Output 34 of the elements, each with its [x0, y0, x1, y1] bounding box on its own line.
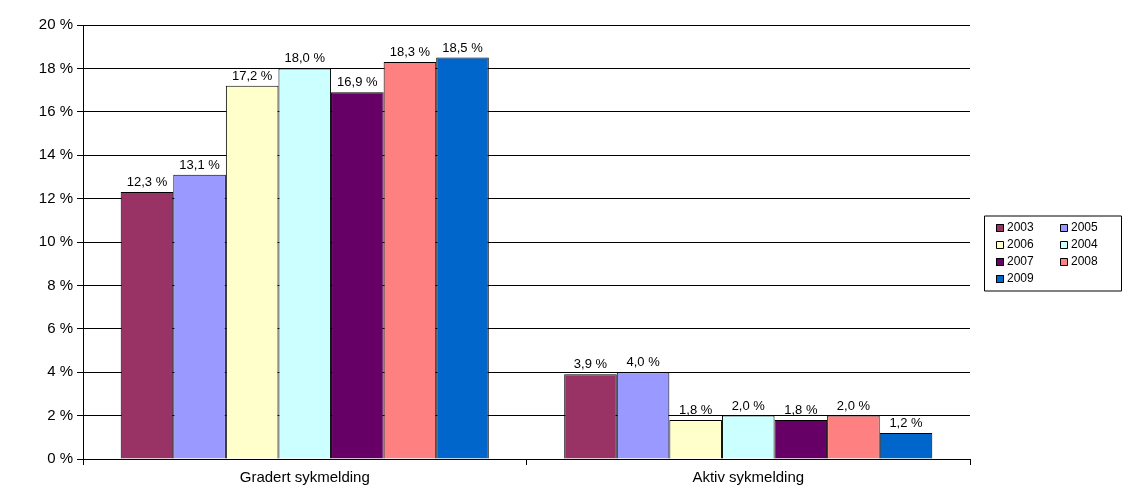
- data-label: 1,2 %: [889, 415, 924, 431]
- y-tick-label: 18 %: [38, 58, 73, 76]
- data-label: 4,0 %: [626, 354, 661, 370]
- data-label: 2,0 %: [731, 397, 766, 413]
- data-label: 3,9 %: [573, 356, 608, 372]
- data-label: 18,5 %: [442, 39, 484, 55]
- x-tick-label: Gradert sykmelding: [239, 468, 370, 486]
- data-label: 12,3 %: [126, 174, 168, 190]
- data-label: 1,8 %: [784, 402, 818, 418]
- y-tick-label: 6 %: [47, 318, 73, 336]
- legend-label: 2005: [1071, 220, 1099, 235]
- y-tick-label: 4 %: [47, 362, 73, 380]
- y-tick-label: 0 %: [47, 449, 73, 467]
- y-tick-label: 20 %: [38, 15, 73, 33]
- legend-label: 2007: [1007, 254, 1035, 269]
- data-label: 16,9 %: [337, 74, 379, 90]
- y-tick-label: 12 %: [38, 188, 73, 206]
- y-tick-label: 16 %: [38, 101, 73, 119]
- data-label: 13,1 %: [179, 156, 221, 172]
- y-tick-label: 10 %: [38, 232, 73, 250]
- legend-label: 2003: [1007, 220, 1035, 235]
- legend-label: 2008: [1071, 254, 1099, 269]
- y-tick-label: 2 %: [47, 405, 73, 423]
- data-label: 2,0 %: [836, 397, 871, 413]
- data-label: 18,3 %: [389, 43, 431, 59]
- x-tick-label: Aktiv sykmelding: [692, 468, 805, 486]
- data-label: 18,0 %: [284, 50, 326, 66]
- y-tick-label: 8 %: [47, 275, 73, 293]
- legend-label: 2006: [1007, 237, 1035, 252]
- data-label: 1,8 %: [679, 402, 713, 418]
- legend-label: 2004: [1071, 237, 1099, 252]
- y-tick-label: 14 %: [38, 145, 73, 163]
- data-label: 17,2 %: [231, 67, 273, 83]
- legend-label: 2009: [1007, 271, 1035, 286]
